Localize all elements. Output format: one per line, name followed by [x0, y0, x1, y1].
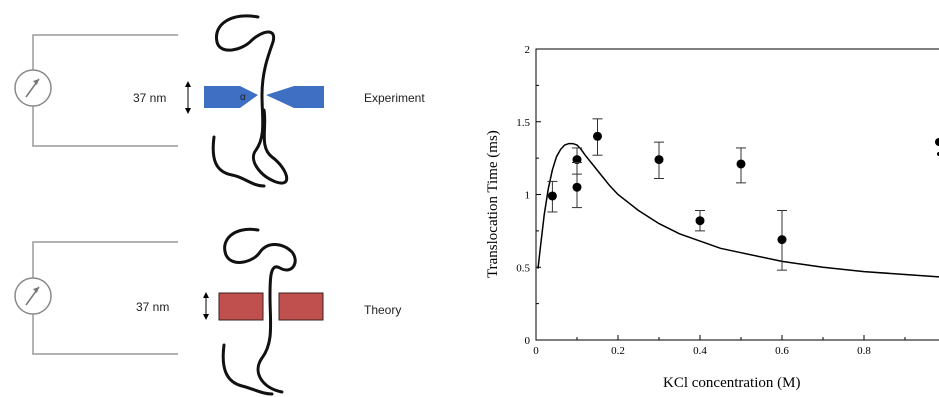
experiment-label: Experiment: [364, 91, 425, 105]
edge-marker: [935, 138, 939, 146]
x-axis-label: KCl concentration (M): [663, 375, 800, 391]
data-points: [547, 118, 787, 271]
y-axis-label: Translocation Time (ms): [485, 130, 501, 278]
data-point: [572, 155, 582, 165]
cylindrical-pore-left: [218, 292, 264, 321]
pore-size-label: 37 nm: [133, 91, 166, 105]
y-tick-label: 0: [525, 335, 531, 347]
experiment-schematic: 37 nm α Experiment: [14, 14, 425, 188]
theory-schematic: 37 nm Theory: [14, 227, 401, 396]
data-point: [547, 191, 557, 201]
plot-frame: [535, 48, 939, 341]
ammeter-icon: [14, 69, 52, 107]
x-tick-label: 0.4: [693, 345, 707, 357]
y-tick-label: 0.5: [516, 262, 530, 274]
theory-label: Theory: [364, 303, 401, 317]
size-arrow-icon: [185, 81, 191, 114]
axis-ticks: 0 0.2 0.4 0.6 0.8 0 0.5 1 1.5 2: [516, 44, 906, 357]
x-tick-label: 0: [533, 345, 539, 357]
y-tick-label: 2: [525, 44, 531, 56]
nanopore-left: [204, 86, 258, 108]
circuit-wire-bottom: [32, 241, 178, 355]
data-point: [695, 216, 705, 226]
x-tick-label: 0.6: [775, 345, 789, 357]
cylindrical-pore-right: [278, 292, 324, 321]
dna-strand-bottom-tail: [221, 343, 274, 396]
size-arrow-icon: [203, 292, 209, 320]
data-point: [777, 235, 787, 245]
data-point: [593, 131, 602, 141]
ammeter-icon: [14, 277, 52, 315]
x-tick-label: 0.8: [857, 345, 871, 357]
data-point: [572, 182, 582, 192]
dna-strand-top-tail: [211, 135, 266, 188]
theory-curve: [537, 142, 939, 278]
x-tick-label: 0.2: [611, 345, 625, 357]
nanopore-right: [266, 86, 324, 108]
translocation-chart: 0 0.2 0.4 0.6 0.8 0 0.5 1 1.5 2 KCl concentration…: [485, 44, 939, 391]
cone-angle-label: α: [240, 92, 246, 103]
pore-size-label: 37 nm: [136, 300, 169, 314]
data-point: [654, 155, 664, 165]
dna-strand-bottom: [223, 227, 297, 394]
y-tick-label: 1: [525, 190, 531, 202]
dna-strand-top: [215, 14, 289, 185]
y-tick-label: 1.5: [516, 117, 530, 129]
data-point: [736, 159, 746, 169]
